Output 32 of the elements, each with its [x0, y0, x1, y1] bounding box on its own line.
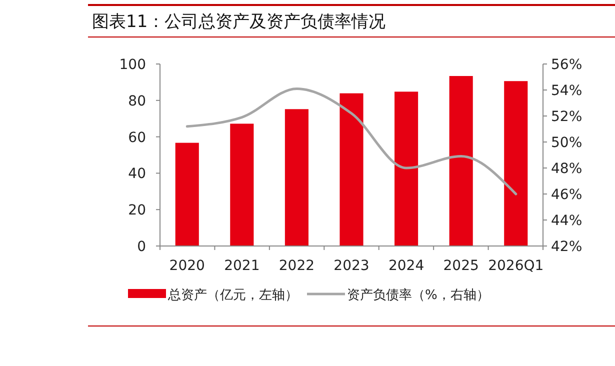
bar [504, 81, 528, 246]
x-tick-label: 2021 [224, 258, 260, 274]
y2-tick-label: 46% [551, 187, 582, 203]
y2-tick-label: 42% [551, 239, 582, 255]
y-tick-label: 20 [128, 202, 146, 219]
x-tick-label: 2022 [278, 258, 315, 274]
y-tick-label: 40 [128, 166, 146, 182]
bar [175, 142, 199, 246]
line-series [186, 87, 518, 196]
bar [230, 124, 254, 246]
bar [284, 109, 308, 246]
x-tick-label: 2023 [334, 258, 370, 274]
x-tick-label: 2026Q1 [488, 258, 544, 274]
legend-label: 资产负债率（%，右轴） [347, 287, 490, 303]
bar [449, 76, 473, 246]
legend-label: 总资产（亿元，左轴） [167, 288, 298, 303]
y2-tick-label: 54% [551, 83, 582, 99]
y2-tick-label: 50% [551, 135, 582, 151]
y-tick-label: 80 [128, 93, 146, 110]
x-tick-label: 2020 [169, 258, 205, 274]
y-tick-label: 0 [137, 239, 146, 255]
bar [394, 92, 418, 246]
chart-title: 图表11：公司总资产及资产负债率情况 [92, 12, 386, 32]
y2-tick-label: 44% [551, 213, 582, 229]
x-tick-label: 2025 [443, 258, 479, 274]
y2-tick-label: 48% [551, 161, 582, 177]
bar [340, 93, 364, 246]
y-tick-label: 60 [128, 130, 146, 146]
y2-tick-label: 52% [551, 109, 582, 125]
x-tick-label: 2024 [388, 258, 424, 274]
y-tick-label: 100 [119, 57, 146, 73]
y2-tick-label: 56% [551, 57, 582, 73]
